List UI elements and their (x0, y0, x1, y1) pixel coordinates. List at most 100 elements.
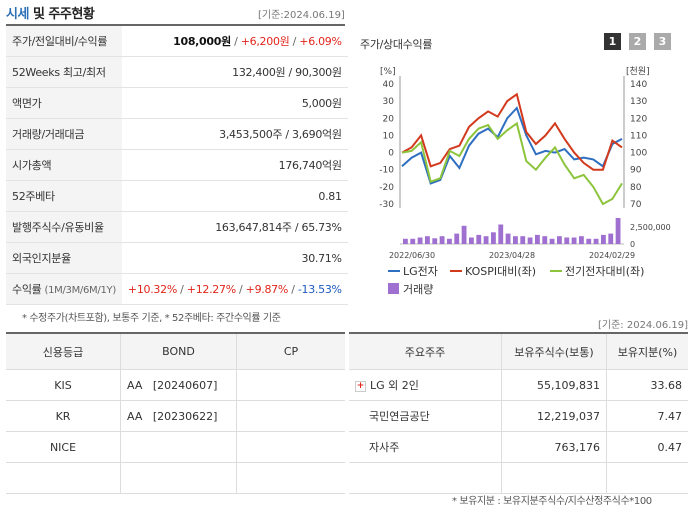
volume-bar (461, 225, 467, 244)
row-label: 발행주식수/유동비율 (6, 211, 122, 243)
right-tick-label: 110 (630, 131, 647, 141)
sep: / (289, 35, 300, 48)
right-tick-label: 70 (630, 200, 642, 210)
table-row: 국민연금공단 12,219,037 7.47 (349, 400, 688, 432)
stake: 7.47 (606, 400, 688, 432)
legend-label: 거래량 (403, 283, 433, 296)
row-value: 176,740억원 (121, 149, 348, 181)
shares: 55,109,831 (501, 369, 607, 401)
column-header: 보유주식수(보통) (501, 334, 607, 370)
table-row (6, 462, 345, 494)
stake (606, 462, 688, 494)
agency: NICE (6, 431, 121, 463)
period-button-2[interactable]: 2 (629, 33, 646, 50)
shares (501, 462, 607, 494)
left-tick-label: -20 (379, 183, 394, 193)
volume-bar (527, 237, 533, 244)
cp-rating (236, 400, 345, 432)
column-header: CP (236, 334, 345, 370)
legend-label: LG전자 (403, 265, 438, 278)
right-tick-label: 130 (630, 97, 647, 107)
price-info-table: 주가/전일대비/수익률 108,000원 / +6,200원 / +6.09% … (6, 26, 348, 305)
column-header: 주요주주 (349, 334, 502, 370)
cp-rating (236, 462, 345, 494)
legend-swatch (388, 283, 399, 294)
table-row: 시가총액 176,740억원 (6, 149, 348, 181)
left-tick-label: -30 (379, 200, 394, 210)
holder-name (349, 462, 502, 494)
sep: / (176, 282, 187, 296)
row-value: 0.81 (121, 180, 348, 212)
volume-bar (454, 233, 460, 244)
volume-bar (498, 224, 504, 244)
volume-bar (535, 234, 540, 244)
section-title: 시세 및 주주현황 (6, 7, 95, 22)
left-axis-unit: [%] (380, 67, 396, 77)
holder-name[interactable]: LG 외 2인 (370, 379, 419, 392)
agency: KIS (6, 369, 121, 401)
return-1y: -13.53% (297, 282, 342, 296)
volume-bar (579, 236, 584, 244)
shares: 763,176 (501, 431, 607, 463)
volume-bar (483, 236, 489, 244)
x-tick-label: 2022/06/30 (389, 251, 435, 260)
row-label: 주가/전일대비/수익률 (6, 26, 122, 57)
series-line (401, 106, 623, 185)
volume-bar (593, 238, 599, 244)
divider (6, 332, 345, 334)
stake: 33.68 (606, 369, 688, 401)
price-change-value: 108,000원 / +6,200원 / +6.09% (121, 26, 348, 57)
table-row: 액면가 5,000원 (6, 87, 348, 119)
return-3m: +12.27% (186, 282, 236, 296)
label-main: 수익률 (12, 283, 42, 296)
change: +6,200원 (240, 35, 290, 48)
expand-icon[interactable]: + (355, 380, 366, 392)
return-1m: +10.32% (127, 282, 177, 296)
row-value: 3,453,500주 / 3,690억원 (121, 118, 348, 150)
right-tick-label: 140 (630, 80, 647, 90)
left-tick-label: 20 (383, 114, 395, 124)
row-label: 외국인지분율 (6, 242, 122, 274)
volume-bar (549, 238, 555, 244)
series-line (401, 92, 623, 171)
volume-bar (557, 236, 562, 244)
returns-value: +10.32% / +12.27% / +9.87% / -13.53% (121, 273, 348, 305)
row-label: 52주베타 (6, 180, 122, 212)
volume-bar (571, 237, 577, 244)
bond-rating: AA [20230622] (120, 400, 237, 432)
shareholders-table: 주요주주 보유주식수(보통) 보유지분(%) + LG 외 2인 55,109,8… (349, 334, 688, 494)
agency: KR (6, 400, 121, 432)
row-value: 132,400원 / 90,300원 (121, 56, 348, 88)
label-sub: (1M/3M/6M/1Y) (44, 285, 116, 296)
table-header-row: 주요주주 보유주식수(보통) 보유지분(%) (349, 334, 688, 370)
row-value: 5,000원 (121, 87, 348, 119)
holder-name: 국민연금공단 (349, 400, 502, 432)
cp-rating (236, 369, 345, 401)
agency (6, 462, 121, 494)
holder-name-cell: + LG 외 2인 (349, 369, 502, 401)
volume-bar (403, 238, 408, 244)
volume-bar (425, 236, 430, 244)
right-tick-label: 90 (630, 166, 642, 176)
left-tick-label: -10 (379, 166, 394, 176)
holder-name: 자사주 (349, 431, 502, 463)
table-row: 거래량/거래대금 3,453,500주 / 3,690억원 (6, 118, 348, 150)
left-tick-label: 40 (383, 80, 395, 90)
x-tick-label: 2023/04/28 (489, 251, 535, 260)
volume-bar (410, 238, 416, 244)
table-row: 주가/전일대비/수익률 108,000원 / +6,200원 / +6.09% (6, 26, 348, 57)
table-row: 수익률 (1M/3M/6M/1Y) +10.32% / +12.27% / +9.… (6, 273, 348, 305)
chart-title: 주가/상대수익률 (360, 38, 433, 51)
bond-rating: AA [20240607] (120, 369, 237, 401)
row-label: 액면가 (6, 87, 122, 119)
period-button-1[interactable]: 1 (604, 33, 621, 50)
volume-tick-label: 0 (630, 240, 635, 249)
volume-bar (608, 233, 614, 244)
base-date: [기준:2024.06.19] (258, 10, 345, 21)
row-label: 수익률 (1M/3M/6M/1Y) (6, 273, 122, 305)
period-button-3[interactable]: 3 (654, 33, 671, 50)
cp-rating (236, 431, 345, 463)
table-row (349, 462, 688, 494)
bond-rating (120, 462, 237, 494)
volume-bar (615, 218, 621, 244)
